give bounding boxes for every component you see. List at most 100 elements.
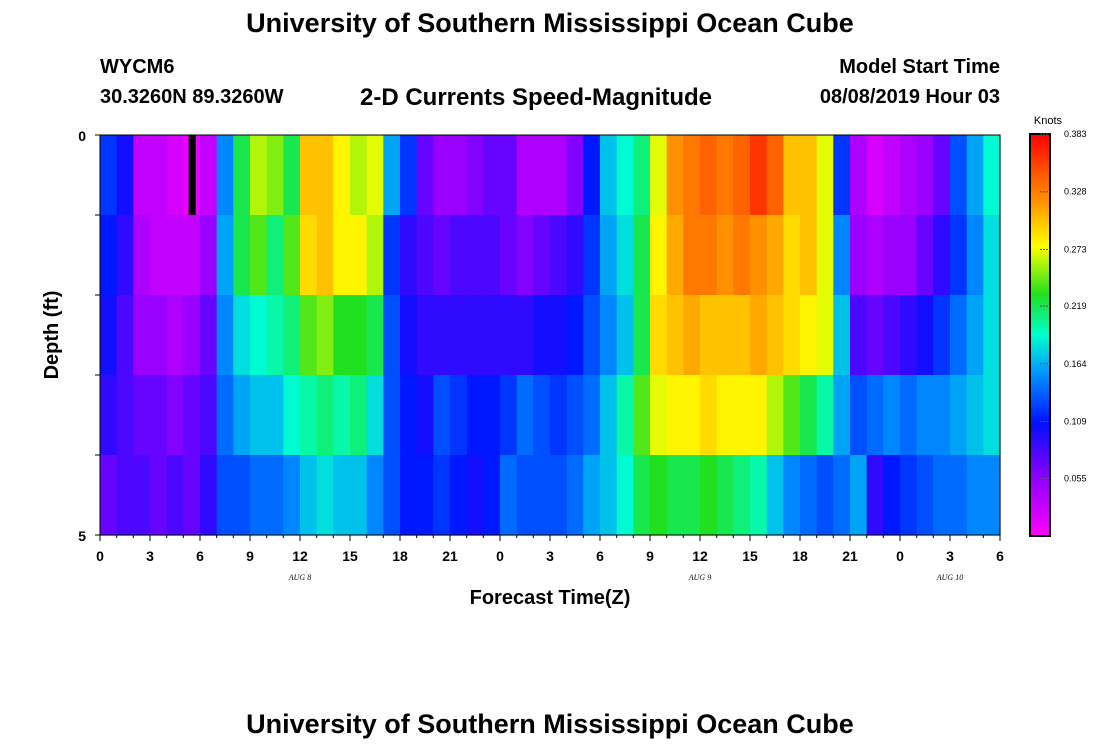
heatmap-cell [100, 215, 118, 296]
heatmap-cell [683, 295, 701, 376]
heatmap-cell [783, 455, 801, 536]
heatmap-cell [733, 215, 751, 296]
heatmap-cell [733, 295, 751, 376]
heatmap-cell [716, 455, 734, 536]
heatmap-cell [816, 215, 834, 296]
heatmap-cell [700, 455, 718, 536]
heatmap-cell [533, 215, 551, 296]
heatmap-cell [483, 295, 501, 376]
x-tick-label: 15 [742, 548, 758, 564]
heatmap-cell [466, 295, 484, 376]
heatmap-cell [500, 215, 518, 296]
heatmap-cell [350, 455, 368, 536]
y-tick-label: 0 [78, 128, 86, 144]
x-tick-label: 6 [596, 548, 604, 564]
heatmap-cell [666, 295, 684, 376]
heatmap-cell [100, 375, 118, 456]
x-tick-label: 3 [146, 548, 154, 564]
x-tick-label: 15 [342, 548, 358, 564]
heatmap-cell [533, 375, 551, 456]
heatmap-cell [550, 375, 568, 456]
heatmap-cell [150, 215, 168, 296]
heatmap-cell [583, 295, 601, 376]
heatmap-cell [950, 135, 968, 216]
heatmap-cell [833, 295, 851, 376]
heatmap-cell [366, 455, 384, 536]
heatmap-cell [683, 375, 701, 456]
heatmap-cell [400, 375, 418, 456]
heatmap-cell [116, 375, 134, 456]
heatmap-cell [483, 135, 501, 216]
heatmap-cell [183, 295, 201, 376]
heatmap-cell [100, 135, 118, 216]
heatmap-cell [266, 135, 284, 216]
heatmap-cell [116, 135, 134, 216]
heatmap-cell [433, 215, 451, 296]
heatmap-cell [283, 375, 301, 456]
colorbar-tick-label: 0.328 [1064, 187, 1087, 197]
heatmap-cell [966, 135, 984, 216]
heatmap-cell [950, 455, 968, 536]
heatmap-cell [900, 455, 918, 536]
heatmap-cell [683, 455, 701, 536]
heatmap-cell [333, 375, 351, 456]
x-axis: 0 3 6 9 12 15 18 21 0 3 6 9 12 15 18 21 0 3 6 AUG 8 AUG 9 AUG… [96, 535, 1004, 582]
heatmap-cell [950, 215, 968, 296]
heatmap-cell [366, 295, 384, 376]
colorbar-tick-label: 0.164 [1064, 359, 1087, 369]
heatmap-cell [400, 135, 418, 216]
heatmap-cell [900, 135, 918, 216]
heatmap-cell [316, 215, 334, 296]
heatmap-cell [116, 295, 134, 376]
heatmap-cell [666, 215, 684, 296]
heatmap-cell [616, 295, 634, 376]
heatmap-cell [600, 135, 618, 216]
heatmap-cell [250, 135, 268, 216]
heatmap-cell [200, 295, 218, 376]
heatmap-cell [283, 455, 301, 536]
heatmap-cell [233, 375, 251, 456]
date-label: AUG 10 [936, 573, 963, 582]
heatmap-cell [300, 455, 318, 536]
colorbar-ticks: 0.383 0.328 0.273 0.219 0.164 0.109 0.055 [1040, 129, 1087, 483]
heatmap-cell [350, 135, 368, 216]
heatmap-cell [333, 455, 351, 536]
station-id: WYCM6 [100, 56, 175, 78]
heatmap-cell [683, 135, 701, 216]
footer-title: University of Southern Mississippi Ocean… [246, 709, 854, 739]
heatmap-cell [550, 135, 568, 216]
heatmap-cell [116, 215, 134, 296]
heatmap-cell [533, 295, 551, 376]
heatmap-cell [983, 295, 1001, 376]
x-tick-label: 6 [996, 548, 1004, 564]
heatmap-cell [333, 295, 351, 376]
heatmap-cell [650, 295, 668, 376]
heatmap-cell [483, 375, 501, 456]
x-tick-label: 6 [196, 548, 204, 564]
heatmap-cell [416, 135, 434, 216]
heatmap-cell [633, 295, 651, 376]
heatmap-cell [900, 295, 918, 376]
x-tick-label: 0 [896, 548, 904, 564]
colorbar [1029, 133, 1051, 537]
heatmap-cell [900, 375, 918, 456]
heatmap-cell [966, 375, 984, 456]
heatmap-cell [383, 295, 401, 376]
heatmap-cell [233, 455, 251, 536]
heatmap-cell [600, 215, 618, 296]
heatmap-cell [950, 295, 968, 376]
x-tick-label: 21 [442, 548, 458, 564]
heatmap-cell [850, 135, 868, 216]
x-tick-label: 18 [792, 548, 808, 564]
heatmap-cell [400, 295, 418, 376]
heatmap-cell [366, 215, 384, 296]
heatmap-cell [600, 375, 618, 456]
heatmap-cell [750, 375, 768, 456]
heatmap-cell [850, 375, 868, 456]
heatmap-cell [866, 455, 884, 536]
heatmap-cell [583, 375, 601, 456]
y-axis: 05 [78, 128, 100, 544]
page-title: University of Southern Mississippi Ocean… [246, 8, 854, 38]
heatmap-cell [350, 215, 368, 296]
heatmap-cell [883, 135, 901, 216]
